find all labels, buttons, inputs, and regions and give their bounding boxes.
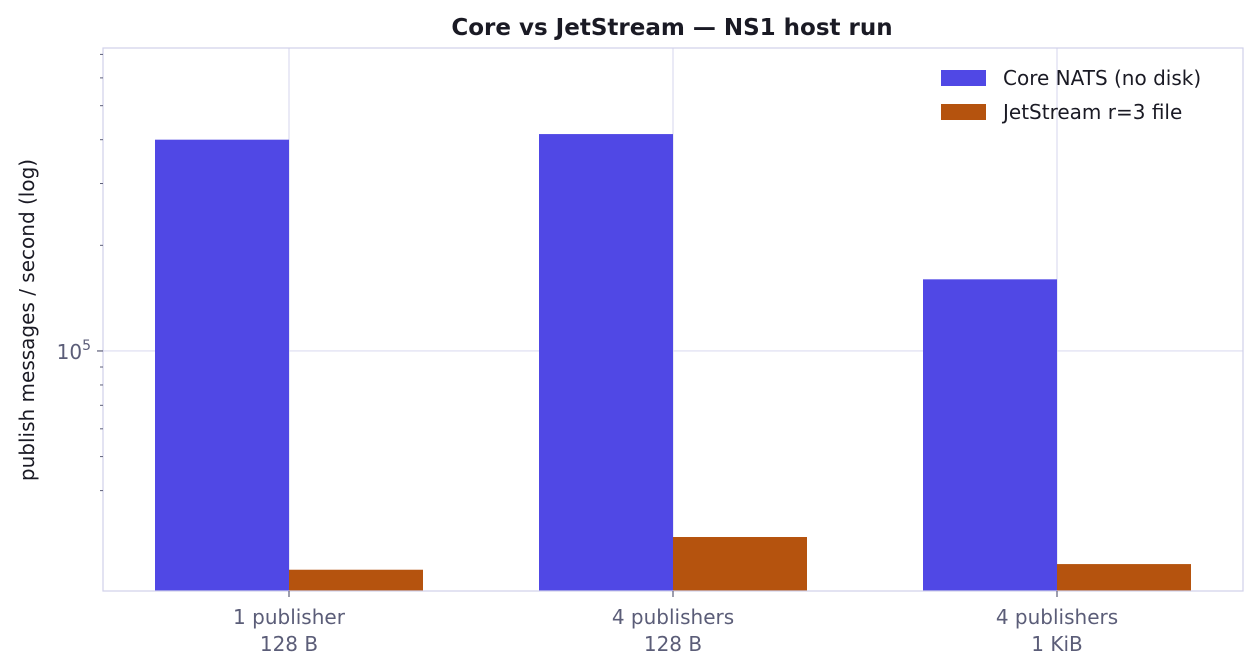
bar-jetstream [1057, 564, 1191, 591]
x-tick-label: 1 KiB [1031, 632, 1082, 656]
bar-core [539, 134, 673, 591]
y-tick-label: 105 [57, 338, 91, 364]
legend-swatch [941, 70, 986, 86]
y-axis-label: publish messages / second (log) [15, 159, 39, 481]
chart-title: Core vs JetStream — NS1 host run [451, 15, 892, 41]
bar-core [155, 139, 289, 592]
legend-label: Core NATS (no disk) [1003, 66, 1201, 90]
legend-swatch [941, 104, 986, 120]
bars-layer [155, 134, 1191, 592]
x-tick-label: 128 B [644, 632, 702, 656]
x-tick-label: 4 publishers [612, 605, 734, 629]
legend: Core NATS (no disk) JetStream r=3 file [941, 66, 1201, 124]
bar-core [923, 279, 1057, 591]
x-tick-label: 128 B [260, 632, 318, 656]
bar-jetstream [289, 569, 423, 591]
legend-label: JetStream r=3 file [1001, 100, 1182, 124]
x-tick-label: 4 publishers [996, 605, 1118, 629]
axes-layer: 105 1 publisher 128 B 4 publishers 128 B 4 pu… [57, 47, 1244, 656]
x-tick-label: 1 publisher [233, 605, 346, 629]
bar-jetstream [673, 537, 807, 591]
